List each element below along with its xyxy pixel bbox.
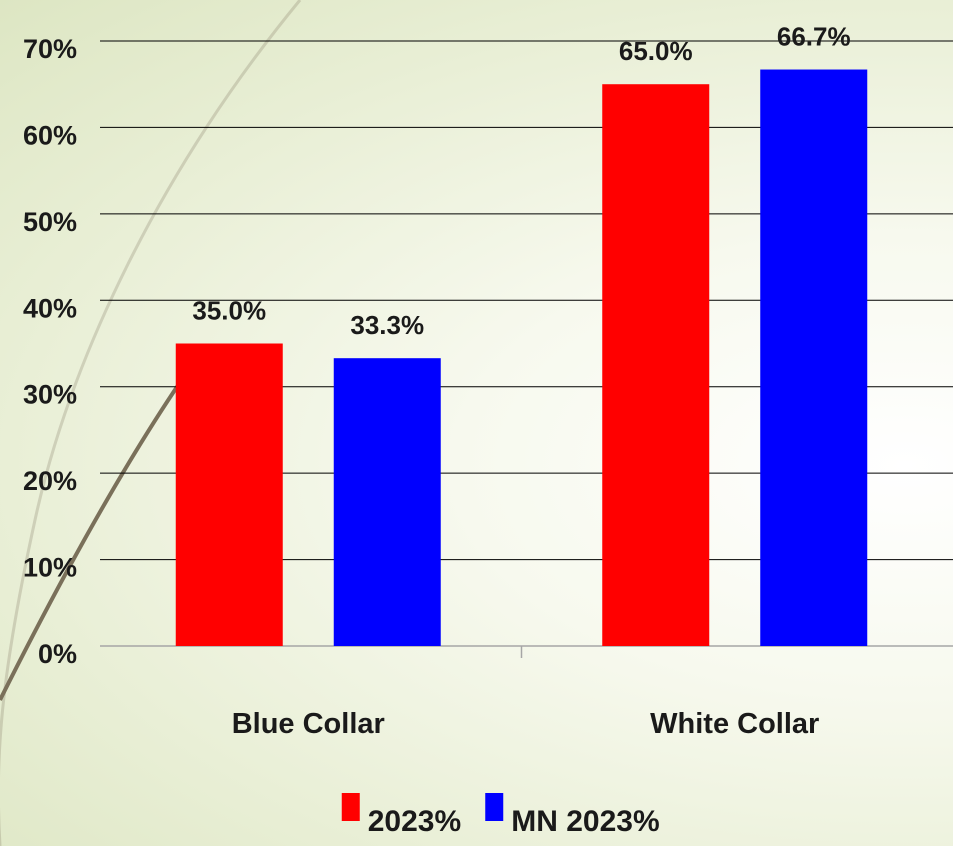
bar <box>760 69 868 647</box>
category-label: White Collar <box>650 708 819 740</box>
y-tick-label: 70% <box>23 34 77 64</box>
category-label: Blue Collar <box>232 708 385 740</box>
data-label: 35.0% <box>192 296 266 326</box>
legend: 2023% MN 2023% <box>341 793 660 838</box>
y-tick-label: 30% <box>23 380 77 410</box>
data-label: 33.3% <box>350 310 424 340</box>
x-axis-category-labels: Blue Collar White Collar <box>232 708 820 740</box>
data-label: 65.0% <box>619 36 693 66</box>
y-axis-tick-labels: 0% 10% 20% 30% 40% 50% 60% 70% <box>23 34 77 669</box>
legend-label: MN 2023% <box>511 805 659 838</box>
y-tick-label: 20% <box>23 466 77 496</box>
data-label: 66.7% <box>777 22 851 52</box>
legend-swatch <box>485 793 504 821</box>
bar <box>175 343 283 646</box>
decorative-arc-dark <box>0 373 187 701</box>
y-tick-label: 50% <box>23 207 77 237</box>
legend-label: 2023% <box>368 805 461 838</box>
y-tick-label: 10% <box>23 553 77 583</box>
bars <box>175 69 868 647</box>
y-tick-label: 60% <box>23 120 77 150</box>
decorative-arc <box>0 0 302 846</box>
data-labels: 35.0% 33.3% 65.0% 66.7% <box>192 22 850 341</box>
y-tick-label: 40% <box>23 293 77 323</box>
bar <box>602 84 710 646</box>
bar <box>333 358 441 646</box>
y-tick-label: 0% <box>38 639 77 669</box>
legend-swatch <box>341 793 360 821</box>
